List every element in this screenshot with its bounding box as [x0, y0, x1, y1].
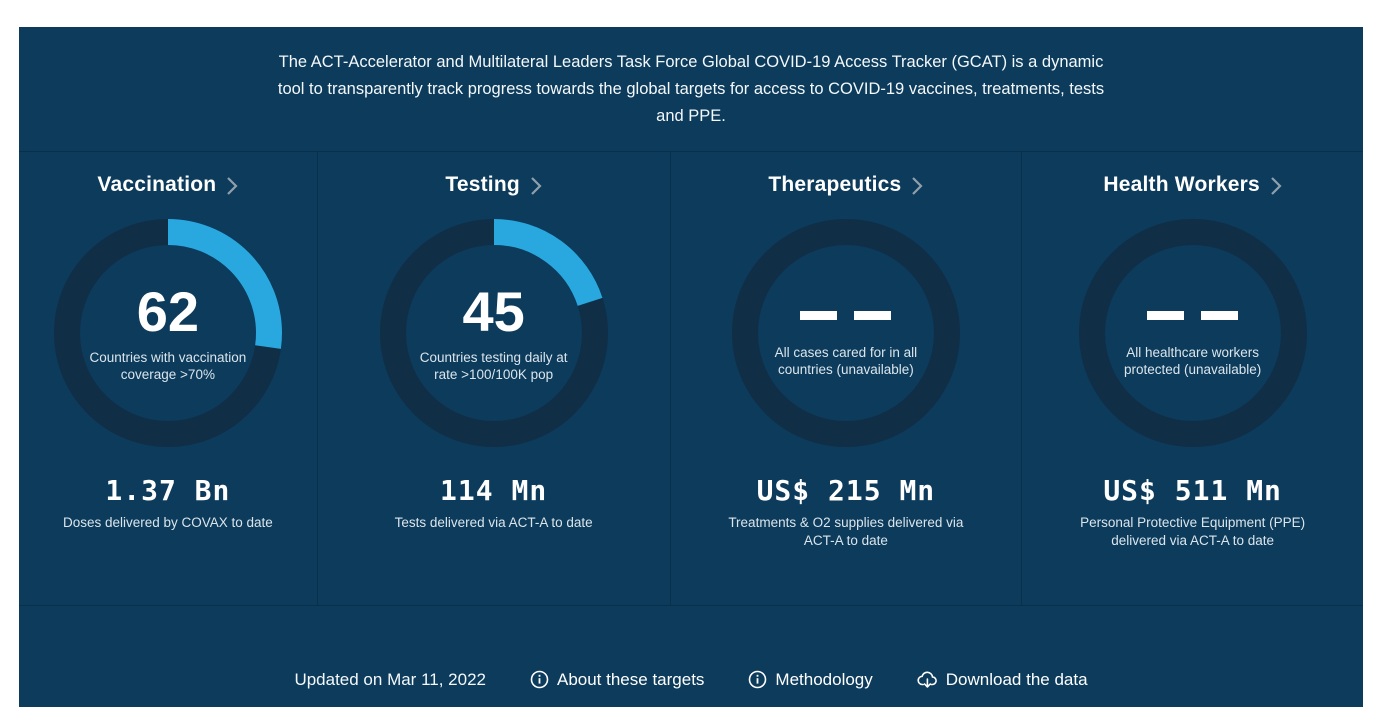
column-title: Testing — [445, 173, 520, 196]
therapeutics-title-link[interactable]: Therapeutics — [768, 173, 923, 197]
chevron-right-icon — [227, 177, 238, 195]
donut-chart — [379, 219, 608, 447]
gauge-label: All healthcare workers protected (unavai… — [1123, 344, 1262, 377]
therapeutics-gauge: — — All cases cared for in all countries… — [731, 219, 960, 447]
stat-block: 1.37 Bn Doses delivered by COVAX to date — [63, 474, 273, 532]
gauge-label: All cases cared for in all countries (un… — [774, 344, 918, 377]
gauge-label: Countries with vaccination coverage >70% — [89, 349, 247, 382]
donut-chart — [53, 219, 282, 447]
chevron-right-icon — [531, 177, 542, 195]
stat-label: Treatments & O2 supplies delivered via A… — [728, 515, 964, 548]
stat-label: Doses delivered by COVAX to date — [62, 515, 273, 530]
intro-section: The ACT-Accelerator and Multilateral Lea… — [19, 27, 1363, 152]
category-columns: Vaccination 62 Countries with vaccinatio… — [19, 152, 1363, 606]
gauge-center: 62 Countries with vaccination coverage >… — [80, 245, 256, 421]
gauge-value: 62 — [136, 279, 200, 343]
column-therapeutics: Therapeutics — — All cases cared for in … — [669, 152, 1022, 605]
about-targets-link[interactable]: About these targets — [530, 670, 704, 690]
unavailable-dashes — [800, 310, 892, 320]
stat-block: 114 Mn Tests delivered via ACT-A to date — [395, 474, 593, 532]
footer: Updated on Mar 11, 2022 About these targ… — [19, 606, 1363, 707]
stat-value: US$ 215 Mn — [756, 474, 936, 507]
link-label: Methodology — [775, 669, 873, 689]
gauge-value: 45 — [462, 279, 525, 343]
gcat-tracker-panel: The ACT-Accelerator and Multilateral Lea… — [19, 27, 1363, 707]
column-testing: Testing 45 Countries testing daily at ra… — [316, 152, 670, 605]
link-label: About these targets — [556, 669, 705, 689]
stat-value: US$ 511 Mn — [1103, 474, 1282, 507]
stat-block: US$ 215 Mn Treatments & O2 supplies deli… — [714, 474, 978, 550]
health-workers-title-link[interactable]: Health Workers — [1103, 173, 1282, 197]
gauge-center: 45 Countries testing daily at rate >100/… — [406, 245, 582, 421]
gauge-center: — — All cases cared for in all countries… — [758, 245, 934, 421]
info-icon — [749, 670, 767, 689]
download-data-link[interactable]: Download the data — [917, 670, 1088, 690]
stat-block: US$ 511 Mn Personal Protective Equipment… — [1061, 474, 1325, 550]
column-health-workers: Health Workers — — All healthcare worker… — [1021, 152, 1363, 605]
testing-gauge: 45 Countries testing daily at rate >100/… — [379, 219, 608, 447]
info-icon — [530, 670, 549, 689]
column-title: Health Workers — [1103, 173, 1260, 196]
gauge-label: Countries testing daily at rate >100/100… — [419, 349, 568, 382]
column-title: Vaccination — [97, 173, 217, 196]
chevron-right-icon — [912, 177, 923, 195]
stat-value: 114 Mn — [440, 474, 548, 507]
methodology-link[interactable]: Methodology — [748, 669, 873, 690]
testing-title-link[interactable]: Testing — [445, 173, 542, 197]
vaccination-gauge: 62 Countries with vaccination coverage >… — [53, 219, 282, 447]
column-title: Therapeutics — [768, 173, 902, 196]
updated-date: Updated on Mar 11, 2022 — [294, 669, 486, 689]
vaccination-title-link[interactable]: Vaccination — [97, 173, 238, 197]
stat-value: 1.37 Bn — [105, 474, 231, 507]
donut-chart — [731, 219, 960, 447]
donut-chart — [1078, 219, 1307, 447]
chevron-right-icon — [1271, 177, 1282, 195]
column-vaccination: Vaccination 62 Countries with vaccinatio… — [19, 152, 317, 605]
cloud-download-icon — [917, 671, 937, 688]
health-workers-gauge: — — All healthcare workers protected (un… — [1078, 219, 1307, 447]
gauge-center: — — All healthcare workers protected (un… — [1105, 245, 1281, 421]
stat-label: Personal Protective Equipment (PPE) deli… — [1080, 515, 1306, 548]
link-label: Download the data — [945, 669, 1088, 689]
stat-label: Tests delivered via ACT-A to date — [394, 515, 593, 530]
intro-text: The ACT-Accelerator and Multilateral Lea… — [277, 52, 1105, 125]
unavailable-dashes — [1147, 310, 1239, 320]
